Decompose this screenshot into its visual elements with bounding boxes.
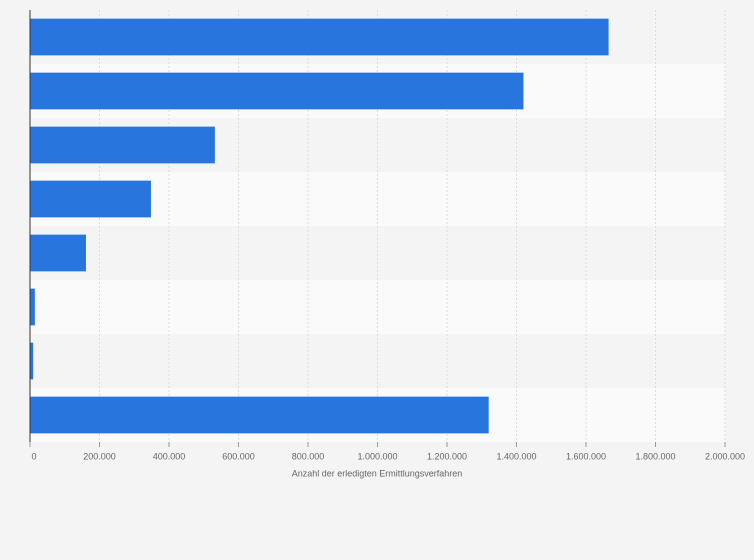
x-tick-label: 2.000.000 — [705, 451, 745, 461]
bar — [30, 126, 215, 164]
bar — [30, 396, 489, 434]
bar — [30, 342, 34, 380]
bar — [30, 288, 35, 326]
x-tick-label: 1.000.000 — [357, 451, 397, 461]
bar — [30, 72, 524, 110]
x-tick-label: 1.600.000 — [566, 451, 606, 461]
x-axis-label: Anzahl der erledigten Ermittlungsverfahr… — [292, 468, 463, 478]
x-tick-label: 0 — [31, 451, 36, 461]
bar — [30, 180, 151, 218]
x-tick-label: 1.400.000 — [496, 451, 536, 461]
bar — [30, 18, 609, 56]
x-tick-label: 800.000 — [292, 451, 325, 461]
x-tick-label: 1.800.000 — [635, 451, 675, 461]
x-tick-label: 1.200.000 — [427, 451, 467, 461]
x-tick-label: 600.000 — [222, 451, 255, 461]
x-tick-label: 400.000 — [153, 451, 186, 461]
bar — [30, 234, 86, 272]
x-tick-label: 200.000 — [83, 451, 116, 461]
